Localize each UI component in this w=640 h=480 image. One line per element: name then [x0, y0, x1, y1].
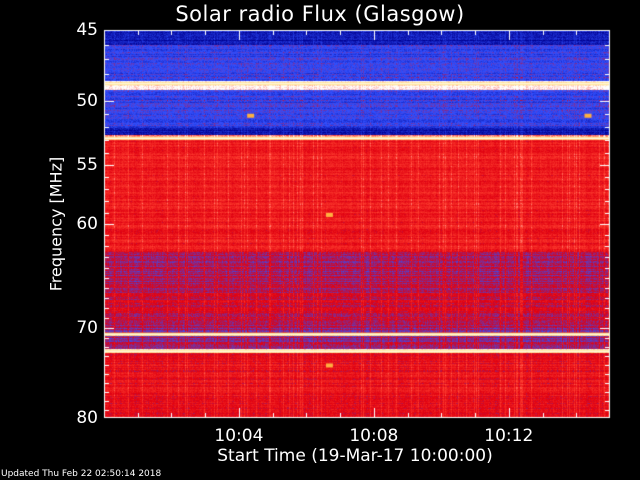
x-tick-label: 10:12: [484, 426, 534, 446]
x-tick-label: 10:08: [349, 426, 399, 446]
y-tick-label: 50: [76, 91, 98, 112]
x-axis-label: Start Time (19-Mar-17 10:00:00): [217, 446, 493, 466]
y-tick-label: 70: [76, 317, 98, 338]
y-tick-label: 80: [76, 408, 98, 428]
x-tick-label: 10:04: [214, 426, 264, 446]
y-tick-label: 60: [76, 214, 98, 234]
chart-title: Solar radio Flux (Glasgow): [175, 2, 465, 26]
updated-timestamp: Updated Thu Feb 22 02:50:14 2018: [1, 469, 162, 479]
y-tick-label: 55: [76, 155, 98, 176]
y-tick-label: 45: [76, 20, 98, 40]
y-axis-label: Frequency [MHz]: [46, 156, 66, 292]
